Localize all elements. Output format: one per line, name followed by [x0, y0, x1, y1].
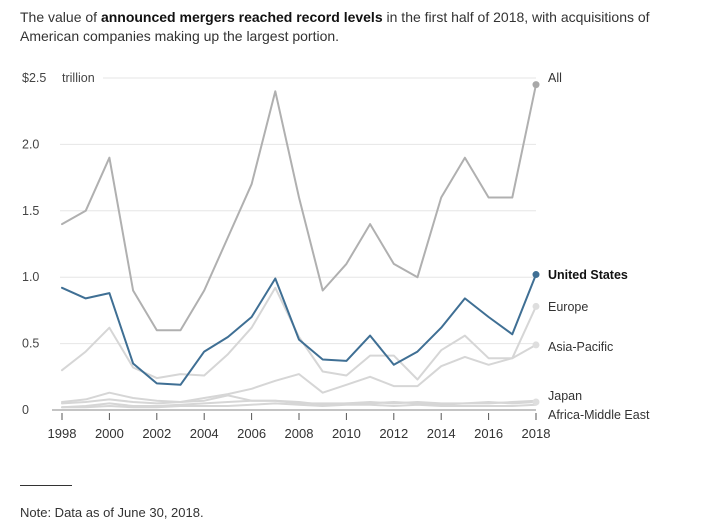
y-tick-label: 1.0: [22, 270, 39, 284]
series-label: Asia-Pacific: [548, 340, 613, 354]
unlabeled-series-line: [61, 343, 537, 403]
all-series-line: [61, 83, 537, 332]
y-tick-label: 1.5: [22, 204, 39, 218]
europe-series-line: [61, 286, 537, 381]
x-tick-label: 2010: [332, 426, 361, 441]
x-tick-label: 2012: [379, 426, 408, 441]
y-tick-label: 0: [22, 403, 29, 417]
x-tick-label: 2000: [95, 426, 124, 441]
x-tick-label: 2004: [190, 426, 219, 441]
series-end-dot: [532, 271, 540, 279]
united-states-series-line: [61, 273, 537, 386]
x-tick-label: 2002: [142, 426, 171, 441]
headline-bold: announced mergers reached record levels: [100, 9, 383, 25]
series-label: Japan: [548, 389, 582, 403]
line-chart: 0 0.5 1.0 1.5 2.0 $2.5 trillion 1998 2000 2002 200…: [22, 71, 650, 441]
x-tick-label: 2008: [285, 426, 314, 441]
chart-note: Note: Data as of June 30, 2018.: [20, 505, 204, 520]
headline-suffix: in the first half of 2018, with acquisit…: [20, 9, 650, 44]
series-label: All: [548, 71, 562, 85]
series-label: Africa-Middle East: [548, 408, 650, 422]
series-label: Europe: [548, 300, 588, 314]
y-tick-label: 2.0: [22, 137, 39, 151]
x-tick-label: 2016: [474, 426, 503, 441]
y-unit-label: trillion: [62, 71, 95, 85]
africa-middle-east-series-line: [61, 402, 537, 409]
series-end-dot: [532, 81, 540, 89]
y-tick-label: $2.5: [22, 71, 46, 85]
note-divider: [20, 485, 72, 486]
series-end-dot: [532, 341, 540, 349]
x-tick-label: 1998: [48, 426, 77, 441]
series-end-dot: [532, 398, 540, 406]
x-tick-label: 2006: [237, 426, 266, 441]
headline-prefix: The value of: [20, 9, 101, 25]
asia-pacific-series-line: [61, 399, 537, 409]
series-label: United States: [548, 268, 628, 282]
x-tick-label: 2014: [427, 426, 456, 441]
series-end-dot: [532, 302, 540, 310]
x-tick-label: 2018: [522, 426, 551, 441]
chart-headline: The value of announced mergers reached r…: [20, 8, 700, 46]
y-tick-label: 0.5: [22, 337, 39, 351]
